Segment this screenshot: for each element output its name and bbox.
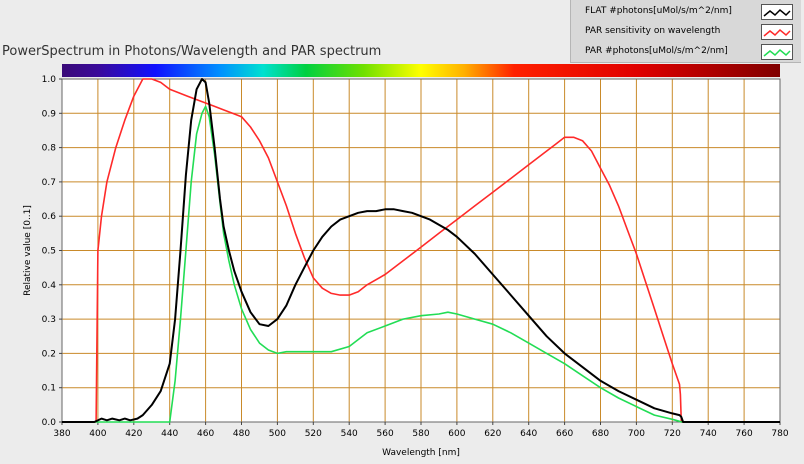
x-tick-label: 620: [484, 429, 501, 439]
y-tick-label: 0.5: [42, 247, 56, 257]
x-tick-label: 780: [771, 429, 788, 439]
x-tick-label: 540: [341, 429, 358, 439]
x-tick-label: 400: [89, 429, 106, 439]
x-tick-label: 420: [125, 429, 142, 439]
x-tick-label: 680: [592, 429, 609, 439]
x-tick-label: 440: [161, 429, 178, 439]
y-tick-label: 0.7: [42, 178, 56, 188]
y-tick-label: 1.0: [42, 75, 57, 85]
x-tick-label: 500: [269, 429, 286, 439]
legend-item-par-photons: PAR #photons[uMol/s/m^2/nm]: [571, 42, 801, 62]
y-tick-label: 0.2: [42, 349, 56, 359]
y-tick-label: 0.8: [42, 144, 57, 154]
y-tick-label: 0.9: [42, 109, 57, 119]
y-tick-label: 0.4: [42, 281, 57, 291]
legend-label: PAR #photons[uMol/s/m^2/nm]: [585, 46, 728, 56]
chart-title: PowerSpectrum in Photons/Wavelength and …: [2, 44, 382, 59]
series-line-flat-photons: [62, 78, 780, 423]
series-line-par-photons: [62, 105, 780, 423]
x-tick-label: 640: [520, 429, 537, 439]
legend-swatch-red: [761, 24, 793, 40]
x-tick-label: 700: [628, 429, 645, 439]
x-tick-label: 740: [700, 429, 717, 439]
y-axis-label: Relative value [0..1]: [23, 205, 33, 296]
y-tick-label: 0.1: [42, 384, 56, 394]
x-tick-label: 460: [197, 429, 214, 439]
series-line-par-sensitivity: [62, 78, 780, 423]
legend-label: FLAT #photons[uMol/s/m^2/nm]: [585, 6, 732, 16]
legend-item-flat-photons: FLAT #photons[uMol/s/m^2/nm]: [571, 2, 801, 22]
x-tick-label: 480: [233, 429, 250, 439]
x-tick-label: 600: [448, 429, 465, 439]
x-tick-label: 560: [377, 429, 394, 439]
x-tick-label: 720: [664, 429, 681, 439]
y-tick-label: 0.3: [42, 315, 56, 325]
x-axis-label: Wavelength [nm]: [382, 448, 460, 458]
chart-legend: FLAT #photons[uMol/s/m^2/nm] PAR sensiti…: [570, 0, 801, 63]
x-tick-label: 660: [556, 429, 573, 439]
legend-swatch-black: [761, 4, 793, 20]
legend-swatch-green: [761, 44, 793, 60]
legend-label: PAR sensitivity on wavelength: [585, 26, 721, 36]
x-tick-label: 760: [736, 429, 753, 439]
y-tick-label: 0.6: [42, 212, 57, 222]
x-tick-label: 580: [412, 429, 429, 439]
x-tick-label: 380: [53, 429, 70, 439]
legend-item-par-sensitivity: PAR sensitivity on wavelength: [571, 22, 801, 42]
x-tick-label: 520: [305, 429, 322, 439]
y-tick-label: 0.0: [42, 418, 57, 428]
spectrum-bar: [62, 64, 780, 77]
